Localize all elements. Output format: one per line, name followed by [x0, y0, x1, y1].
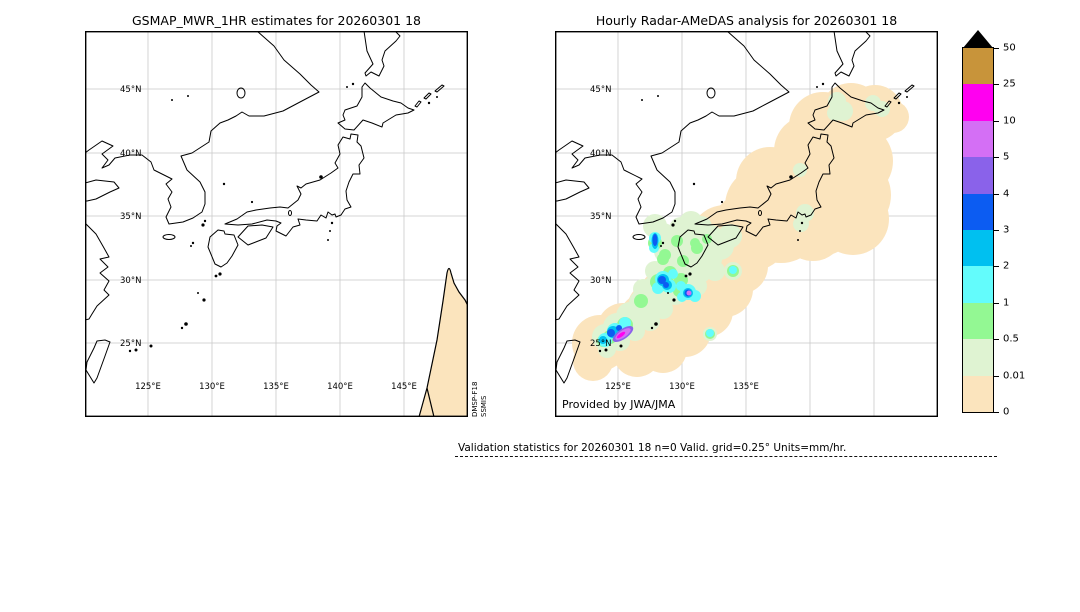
lat-label: 35°N	[120, 212, 141, 222]
colorbar-label: 1	[1003, 297, 1010, 309]
left-map-title: GSMAP_MWR_1HR estimates for 20260301 18	[132, 13, 421, 28]
lat-label: 45°N	[120, 85, 141, 95]
lat-label: 25°N	[590, 339, 611, 349]
lon-label: 125°E	[135, 382, 161, 392]
colorbar-label: 0.01	[1003, 370, 1026, 382]
data-credit: Provided by JWA/JMA	[562, 398, 676, 411]
colorbar-segments	[962, 47, 994, 413]
colorbar-label: 50	[1003, 42, 1016, 54]
swath-edge-line-2	[426, 387, 435, 416]
colorbar-seg-0.01-0.5	[963, 339, 993, 376]
colorbar-tick	[994, 339, 999, 341]
satellite-swath	[418, 267, 467, 416]
lat-label: 30°N	[120, 276, 141, 286]
colorbar-seg-25-50	[963, 48, 993, 85]
footer-dashed-rule	[455, 456, 997, 457]
right-map-border	[555, 31, 938, 417]
small-islands	[128, 82, 438, 353]
lon-label: 135°E	[733, 382, 759, 392]
lon-label: 125°E	[605, 382, 631, 392]
satellite-sensor-label: DMSP-F18 SSMIS	[471, 382, 489, 417]
satellite-name: DMSP-F18	[471, 381, 479, 417]
colorbar-tick	[994, 302, 999, 304]
lat-label: 25°N	[120, 339, 141, 349]
right-map-title: Hourly Radar-AMeDAS analysis for 2026030…	[595, 13, 898, 28]
right-map-labels: 45°N 40°N 35°N 30°N 25°N 125°E 130°E 135…	[562, 85, 759, 411]
colorbar-seg-0.5-1	[963, 302, 993, 340]
colorbar-tick	[994, 48, 999, 49]
lon-label: 140°E	[327, 382, 353, 392]
sensor-name: SSMIS	[480, 395, 488, 417]
colorbar-tick	[994, 230, 999, 231]
colorbar-tick	[994, 157, 999, 159]
validation-statistics-text: Validation statistics for 20260301 18 n=…	[458, 442, 847, 454]
colorbar-label: 10	[1003, 115, 1016, 127]
coastlines	[86, 32, 445, 384]
colorbar-tick	[994, 375, 999, 377]
colorbar-label: 2	[1003, 260, 1010, 272]
gsmap-estimates-map: 45°N 40°N 35°N 30°N 25°N 125°E 130°E 135…	[85, 31, 468, 417]
colorbar-seg-10-25	[963, 84, 993, 121]
left-map-border	[85, 31, 468, 417]
lat-label: 40°N	[590, 149, 611, 159]
precipitation-overlay	[572, 83, 909, 381]
left-map-gridlines	[86, 32, 467, 416]
colorbar-seg-3-4	[963, 193, 993, 230]
colorbar-seg-5-10	[963, 120, 993, 158]
lat-label: 40°N	[120, 149, 141, 159]
left-map-labels: 45°N 40°N 35°N 30°N 25°N 125°E 130°E 135…	[120, 85, 417, 392]
colorbar-tick	[994, 84, 999, 86]
colorbar: 50 25 10 5 4 3 2 1 0.5 0.01 0	[962, 30, 1080, 430]
colorbar-tick	[994, 266, 999, 268]
colorbar-seg-1-2	[963, 266, 993, 303]
colorbar-overflow-arrow	[963, 30, 993, 48]
lat-label: 30°N	[590, 276, 611, 286]
lat-label: 45°N	[590, 85, 611, 95]
lon-label: 130°E	[669, 382, 695, 392]
colorbar-label: 4	[1003, 188, 1010, 200]
radar-amedas-map: 45°N 40°N 35°N 30°N 25°N 125°E 130°E 135…	[555, 31, 938, 417]
colorbar-label: 3	[1003, 224, 1010, 236]
swath-edge-line	[418, 267, 467, 416]
lat-label: 35°N	[590, 212, 611, 222]
colorbar-tick	[994, 412, 999, 413]
lon-label: 145°E	[391, 382, 417, 392]
colorbar-seg-4-5	[963, 157, 993, 194]
colorbar-label: 25	[1003, 78, 1016, 90]
colorbar-seg-0-0.01	[963, 375, 993, 412]
precip-level-10-25	[616, 331, 626, 339]
lon-label: 135°E	[263, 382, 289, 392]
colorbar-seg-2-3	[963, 229, 993, 267]
colorbar-label: 5	[1003, 151, 1010, 163]
colorbar-tick	[994, 120, 999, 122]
colorbar-label: 0.5	[1003, 333, 1019, 345]
colorbar-tick	[994, 193, 999, 195]
colorbar-label: 0	[1003, 406, 1010, 418]
lon-label: 130°E	[199, 382, 225, 392]
